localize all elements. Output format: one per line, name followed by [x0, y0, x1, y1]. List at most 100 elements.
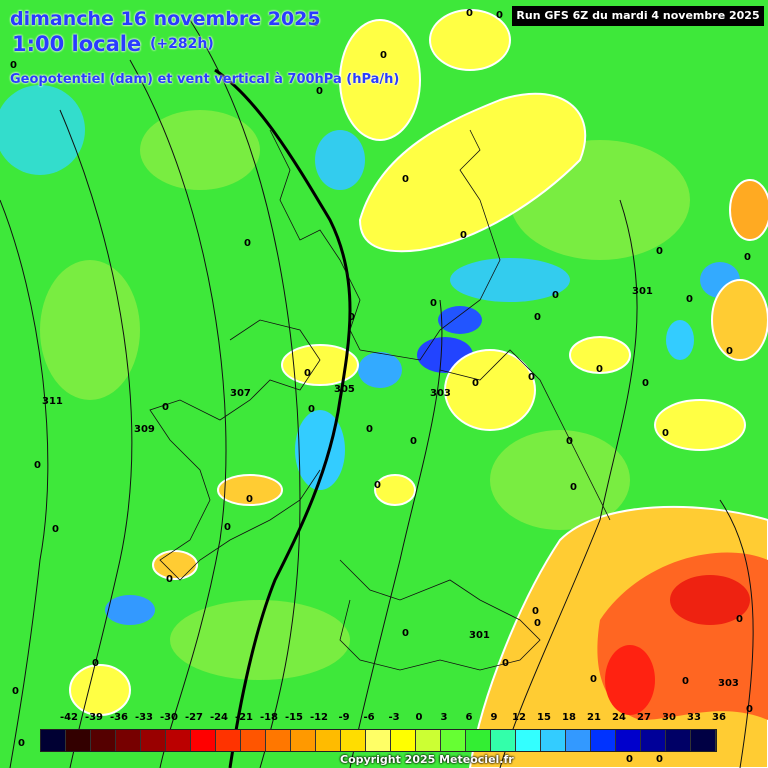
legend-swatch: [441, 730, 466, 751]
legend-swatch: [391, 730, 416, 751]
legend-label: 21: [587, 712, 601, 723]
legend-label: 30: [662, 712, 676, 723]
legend-label: 6: [465, 712, 473, 723]
zero-label: 0: [566, 436, 573, 447]
zero-label: 0: [570, 482, 577, 493]
zero-label: 0: [682, 676, 689, 687]
zero-label: 0: [244, 238, 251, 249]
zero-label: 0: [746, 704, 753, 715]
color-legend: [40, 729, 717, 752]
zero-label: 0: [534, 618, 541, 629]
zero-label: 0: [686, 294, 693, 305]
legend-label: -9: [338, 712, 350, 723]
legend-label: 0: [415, 712, 423, 723]
legend-label: 33: [687, 712, 701, 723]
legend-label: -27: [184, 712, 204, 723]
field-mottle: [40, 110, 690, 680]
zero-label: 0: [10, 60, 17, 71]
geopotential-contours: [0, 19, 754, 768]
legend-swatch: [416, 730, 441, 751]
zero-label: 0: [460, 230, 467, 241]
zero-label: 0: [552, 290, 559, 301]
zero-label: 0: [374, 480, 381, 491]
legend-swatch: [641, 730, 666, 751]
legend-swatch: [241, 730, 266, 751]
legend-label: -24: [209, 712, 229, 723]
legend-swatch: [41, 730, 66, 751]
zero-label: 0: [402, 628, 409, 639]
legend-label: -30: [159, 712, 179, 723]
zero-label: 0: [380, 50, 387, 61]
legend-swatch: [366, 730, 391, 751]
geopotential-label: 309: [134, 424, 155, 435]
zero-label: 0: [308, 404, 315, 415]
zero-label: 0: [246, 494, 253, 505]
zero-label: 0: [656, 754, 663, 765]
legend-swatch: [566, 730, 591, 751]
zero-label: 0: [312, 18, 319, 29]
zero-label: 0: [52, 524, 59, 535]
legend-swatch: [516, 730, 541, 751]
legend-label: 3: [440, 712, 448, 723]
legend-swatch: [291, 730, 316, 751]
forecast-date: dimanche 16 novembre 2025: [10, 8, 321, 30]
legend-swatch: [691, 730, 716, 751]
legend-label: 12: [512, 712, 526, 723]
geopotential-label: 301: [632, 286, 653, 297]
zero-label: 0: [596, 364, 603, 375]
coastline: [149, 129, 611, 671]
zero-label: 0: [472, 378, 479, 389]
contour-labels: 311 309 307 305 303 301 303 301 0 0 0 0 …: [10, 8, 753, 765]
zero-label: 0: [18, 738, 25, 749]
legend-swatch: [341, 730, 366, 751]
zero-label: 0: [656, 246, 663, 257]
legend-label: -39: [84, 712, 104, 723]
legend-swatch: [666, 730, 691, 751]
legend-label: -15: [284, 712, 304, 723]
zero-label: 0: [626, 754, 633, 765]
zero-label: 0: [532, 606, 539, 617]
zero-label: 0: [366, 424, 373, 435]
zero-label: 0: [348, 312, 355, 323]
legend-swatch: [266, 730, 291, 751]
zero-label: 0: [590, 674, 597, 685]
front-line: [214, 68, 352, 768]
zero-label: 0: [304, 368, 311, 379]
positive-vertical-wind-areas: [69, 9, 768, 768]
legend-swatch: [116, 730, 141, 751]
legend-label: -12: [309, 712, 329, 723]
legend-label: 18: [562, 712, 576, 723]
legend-swatch: [66, 730, 91, 751]
zero-label: 0: [744, 252, 751, 263]
legend-label: 36: [712, 712, 726, 723]
legend-swatch: [591, 730, 616, 751]
legend-swatch: [191, 730, 216, 751]
zero-label: 0: [662, 428, 669, 439]
forecast-time: 1:00 locale: [12, 32, 142, 56]
zero-label: 0: [316, 86, 323, 97]
geopotential-label: 301: [469, 630, 490, 641]
legend-label: -36: [109, 712, 129, 723]
legend-label: 24: [612, 712, 626, 723]
legend-swatch: [166, 730, 191, 751]
zero-label: 0: [528, 372, 535, 383]
legend-swatch: [141, 730, 166, 751]
zero-label: 0: [34, 460, 41, 471]
legend-swatch: [466, 730, 491, 751]
legend-label: -21: [234, 712, 254, 723]
legend-label: -33: [134, 712, 154, 723]
geopotential-label: 303: [430, 388, 451, 399]
legend-label: -18: [259, 712, 279, 723]
run-info: Run GFS 6Z du mardi 4 novembre 2025: [512, 6, 764, 26]
geopotential-label: 311: [42, 396, 63, 407]
zero-label: 0: [726, 346, 733, 357]
geopotential-label: 307: [230, 388, 251, 399]
legend-label: 27: [637, 712, 651, 723]
zero-label: 0: [496, 10, 503, 21]
legend-label: 9: [490, 712, 498, 723]
geopotential-label: 305: [334, 384, 355, 395]
geopotential-label: 303: [718, 678, 739, 689]
legend-label: -3: [388, 712, 400, 723]
legend-label: -6: [363, 712, 375, 723]
